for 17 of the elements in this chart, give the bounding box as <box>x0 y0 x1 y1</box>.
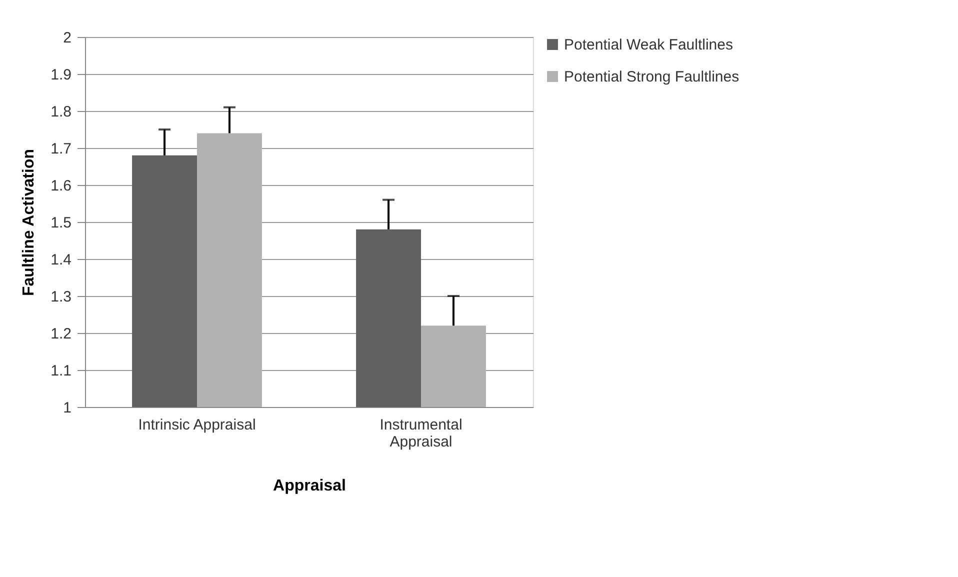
y-tick-label: 1 <box>63 400 72 416</box>
y-tick-label: 1.6 <box>50 178 72 194</box>
y-tick-label: 1.2 <box>50 326 72 342</box>
y-tick-label: 1.9 <box>50 66 72 84</box>
x-tick-label: Intrinsic Appraisal <box>138 416 256 434</box>
x-tick-label: Instrumental Appraisal <box>380 416 462 450</box>
y-tick-label: 1.4 <box>50 252 72 268</box>
y-tick-label: 1.5 <box>50 214 72 232</box>
y-tick-label: 1.7 <box>50 140 72 158</box>
y-tick-label: 1.3 <box>50 288 72 306</box>
x-axis-title: Appraisal <box>273 478 346 494</box>
legend-label: Potential Weak Faultlines <box>564 36 733 54</box>
legend-label: Potential Strong Faultlines <box>564 68 740 86</box>
y-tick-label: 1.8 <box>50 104 72 120</box>
y-axis-title: Faultline Activation <box>20 149 38 296</box>
y-tick-label: 2 <box>63 30 72 46</box>
y-tick-label: 1.1 <box>50 362 72 380</box>
